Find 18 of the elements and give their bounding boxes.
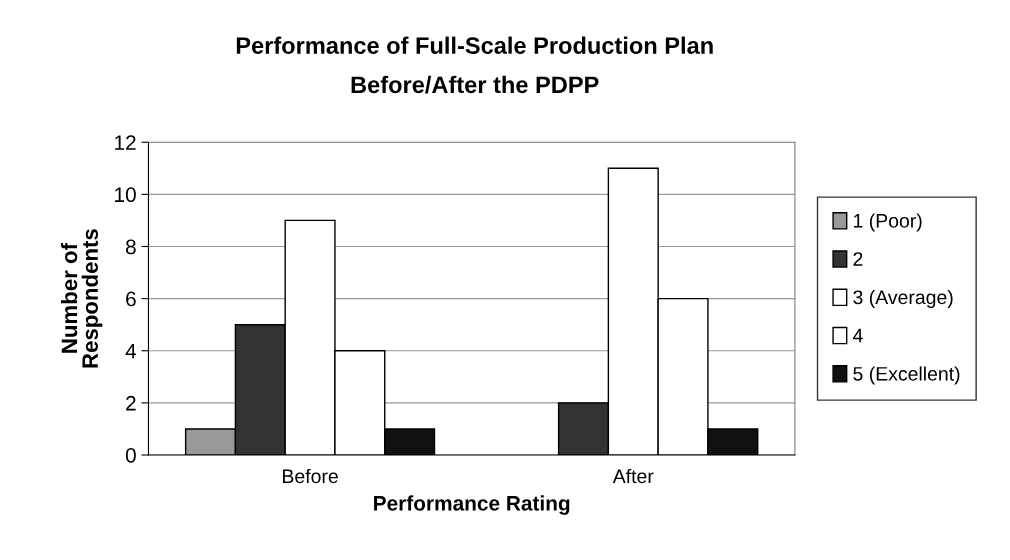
chart-title: Performance of Full-Scale Production Plan (236, 36, 713, 54)
y-tick-label: 12 (115, 135, 136, 150)
legend-label: 4 (852, 328, 863, 343)
y-tick-label: 10 (115, 187, 136, 203)
y-axis-title: Number of Respondents (60, 229, 103, 368)
chart-subtitle: Before/After the PDPP (351, 75, 599, 94)
x-tick-label: After (612, 468, 654, 484)
legend-label: 1 (Poor) (854, 213, 922, 232)
y-tick-label: 2 (126, 395, 136, 411)
x-axis-title: Performance Rating (374, 495, 570, 515)
legend-label: 2 (853, 252, 863, 266)
y-tick-label: 4 (125, 343, 137, 359)
x-tick-label: Before (283, 468, 338, 484)
y-tick-label: 6 (126, 291, 136, 307)
y-tick-label: 0 (125, 448, 136, 463)
legend-label: 3 (Average) (853, 289, 953, 309)
y-tick-label: 8 (125, 239, 136, 255)
legend-label: 5 (Excellent) (853, 366, 960, 385)
